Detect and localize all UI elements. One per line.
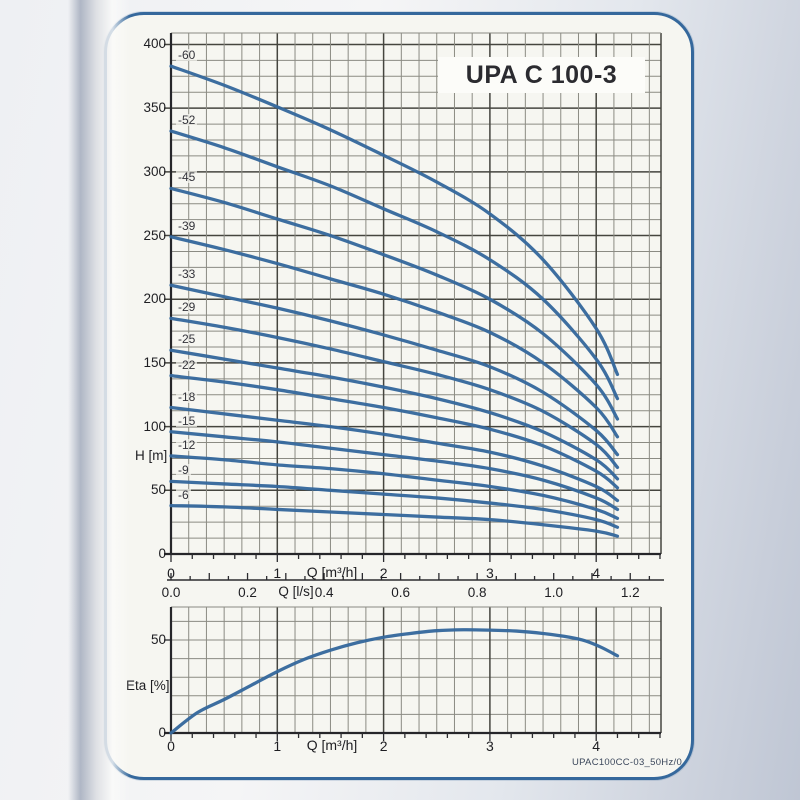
document-code: UPAC100CC-03_50Hz/0 [571,757,683,768]
pump-curve-18 [169,405,620,503]
pump-curve-15 [169,430,620,512]
pump-curve-29 [169,316,620,470]
pump-curve-45 [169,186,620,421]
pump-curve-52 [169,129,620,401]
efficiency-curve [169,628,620,735]
pump-curve-39 [169,235,620,439]
chart-title-box: UPA C 100-3 [438,57,645,93]
pump-curve-33 [169,283,620,457]
flow-axis-label-m3h: Q [m³/h] [306,564,358,580]
efficiency-axis-label: Eta [%] [126,678,170,693]
pump-curve-9 [169,479,620,529]
pump-curve-25 [169,348,620,481]
pump-curve-12 [169,454,620,520]
head-axis-label: H [m] [135,448,168,463]
efficiency-flow-axis-label: Q [m³/h] [306,737,358,753]
pump-curve-22 [169,374,620,490]
pump-curve-6 [169,503,620,538]
flow-axis-label-ls: Q [l/s] [278,584,314,599]
chart-title: UPA C 100-3 [465,60,618,89]
pump-curve-60 [169,64,620,377]
